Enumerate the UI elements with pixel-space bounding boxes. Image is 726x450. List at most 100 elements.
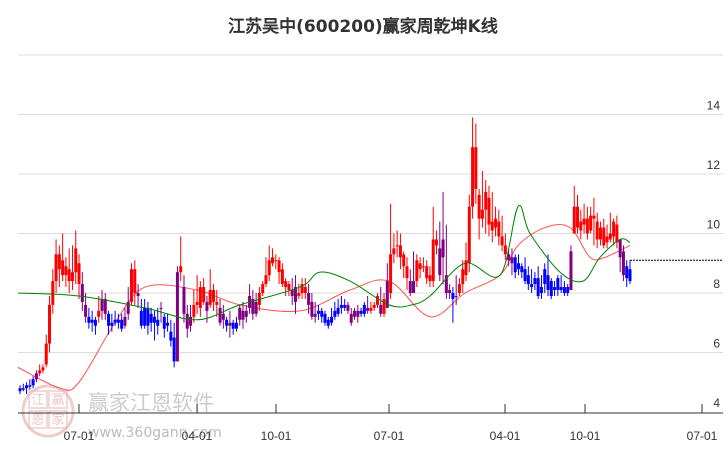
candle-body <box>166 322 170 326</box>
candle-body <box>582 218 586 225</box>
candle-body <box>372 304 376 308</box>
candle-body <box>293 287 297 302</box>
x-tick-label: 10-01 <box>570 429 601 443</box>
candle-body <box>559 287 563 291</box>
candle-body <box>477 194 481 219</box>
candle-body <box>271 257 275 264</box>
seal-cell <box>28 410 48 429</box>
chart-title: 江苏吴中(600200)赢家周乾坤K线 <box>228 17 498 37</box>
candle-body <box>362 304 366 314</box>
candle-body <box>136 293 140 296</box>
candle-body <box>510 257 514 264</box>
watermark: 江赢恩 家 赢家江恩软件 www.360gann.com <box>21 384 222 441</box>
candle-body <box>444 275 448 293</box>
candle-body <box>185 313 189 329</box>
candle-body <box>100 298 104 311</box>
candle-body <box>123 316 127 326</box>
y-tick-label: 4 <box>713 396 720 410</box>
candle-body <box>621 251 625 276</box>
seal-char: 江 <box>31 393 44 408</box>
candle-body <box>93 319 97 326</box>
candle-body <box>566 287 570 293</box>
candle-body <box>402 254 406 267</box>
candle-body <box>625 266 629 279</box>
candle-body <box>251 298 255 314</box>
y-tick-label: 8 <box>713 277 720 291</box>
candle-body <box>441 239 445 258</box>
candle-body <box>61 260 65 276</box>
candle-body <box>208 290 212 305</box>
candle-body <box>520 266 524 273</box>
candle-body <box>116 319 120 323</box>
candle-body <box>74 248 78 273</box>
y-tick-label: 12 <box>707 158 721 172</box>
candle-body <box>277 260 281 273</box>
candle-body <box>592 215 596 219</box>
candle-body <box>182 287 186 314</box>
candle-body <box>21 388 25 390</box>
candle-body <box>179 266 183 273</box>
ma-short-path <box>17 204 631 321</box>
candle-body <box>241 310 245 320</box>
candle-body <box>261 284 265 293</box>
candle-body <box>120 319 124 329</box>
x-axis: 07-01 04-01 10-01 07-01 04-01 10-01 07-01 <box>18 404 723 443</box>
candle-body <box>536 278 540 296</box>
candle-body <box>192 304 196 317</box>
candle-body <box>70 272 74 282</box>
ma-long-line <box>17 224 631 391</box>
candle-body <box>84 304 88 317</box>
candle-body <box>267 260 271 276</box>
candle-body <box>133 269 137 293</box>
x-tick-label: 04-01 <box>490 429 521 443</box>
candle-body <box>602 227 606 246</box>
candle-body <box>126 301 130 314</box>
candle-body <box>628 269 632 282</box>
candle-body <box>54 254 58 282</box>
candle-body <box>238 307 242 320</box>
candle-body <box>576 206 580 228</box>
candle-body <box>530 284 534 288</box>
candle-body <box>152 316 156 323</box>
candle-body <box>110 322 114 326</box>
x-tick-label: 07-01 <box>64 429 95 443</box>
candle-body <box>553 287 557 291</box>
candle-body <box>389 254 393 293</box>
candle-body <box>64 266 68 276</box>
candle-body <box>572 206 576 234</box>
candle-body <box>457 284 461 293</box>
candle-body <box>57 254 61 270</box>
candle-body <box>51 281 55 305</box>
candle-body <box>67 269 71 282</box>
candle-body <box>435 239 439 246</box>
candle-body <box>353 310 357 317</box>
candle-body <box>497 221 501 237</box>
candle-body <box>392 248 396 255</box>
candle-body <box>375 295 379 305</box>
candle-body <box>425 266 429 279</box>
ma-long-path <box>17 224 631 391</box>
seal-cell <box>48 390 68 409</box>
candle-body <box>579 221 583 231</box>
candle-body <box>310 301 314 317</box>
candle-body <box>159 307 163 309</box>
candle-body <box>500 236 504 246</box>
candle-body <box>211 290 215 302</box>
ma-short-line <box>17 204 631 321</box>
candle-body <box>349 313 353 323</box>
y-tick-label: 14 <box>707 99 721 113</box>
y-tick-label: 10 <box>707 218 721 232</box>
candle-body <box>484 191 488 210</box>
candle-body <box>356 310 360 317</box>
candle-body <box>615 224 619 243</box>
candle-body <box>225 319 229 326</box>
x-tick-label: 07-01 <box>374 429 405 443</box>
candle-body <box>333 310 337 317</box>
y-axis: 4 6 8 10 12 14 <box>707 99 721 411</box>
candle-body <box>516 263 520 270</box>
candle-body <box>503 245 507 255</box>
candle-body <box>218 307 222 323</box>
candle-body <box>113 319 117 323</box>
candle-body <box>523 269 527 282</box>
candle-body <box>339 304 343 308</box>
